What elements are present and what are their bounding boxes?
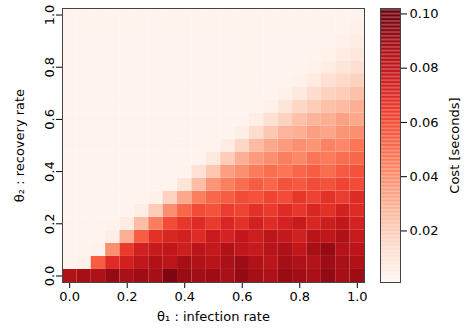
svg-text:0.0: 0.0	[59, 289, 80, 304]
svg-text:0.8: 0.8	[289, 289, 310, 304]
svg-text:Cost [seconds]: Cost [seconds]	[447, 97, 462, 193]
svg-text:1.0: 1.0	[347, 289, 368, 304]
svg-text:0.10: 0.10	[410, 6, 439, 21]
svg-text:0.6: 0.6	[42, 109, 57, 130]
svg-text:0.2: 0.2	[117, 289, 138, 304]
svg-text:0.0: 0.0	[42, 266, 57, 287]
svg-text:0.4: 0.4	[174, 289, 195, 304]
svg-text:0.6: 0.6	[232, 289, 253, 304]
svg-text:0.02: 0.02	[410, 223, 439, 238]
svg-text:0.4: 0.4	[42, 161, 57, 182]
svg-text:0.8: 0.8	[42, 57, 57, 78]
svg-text:0.08: 0.08	[410, 60, 439, 75]
svg-text:θ₂ : recovery rate: θ₂ : recovery rate	[12, 89, 27, 202]
svg-text:0.04: 0.04	[410, 169, 439, 184]
svg-text:0.2: 0.2	[42, 213, 57, 234]
svg-text:θ₁ : infection rate: θ₁ : infection rate	[157, 309, 270, 324]
svg-text:1.0: 1.0	[42, 5, 57, 26]
svg-text:0.06: 0.06	[410, 115, 439, 130]
